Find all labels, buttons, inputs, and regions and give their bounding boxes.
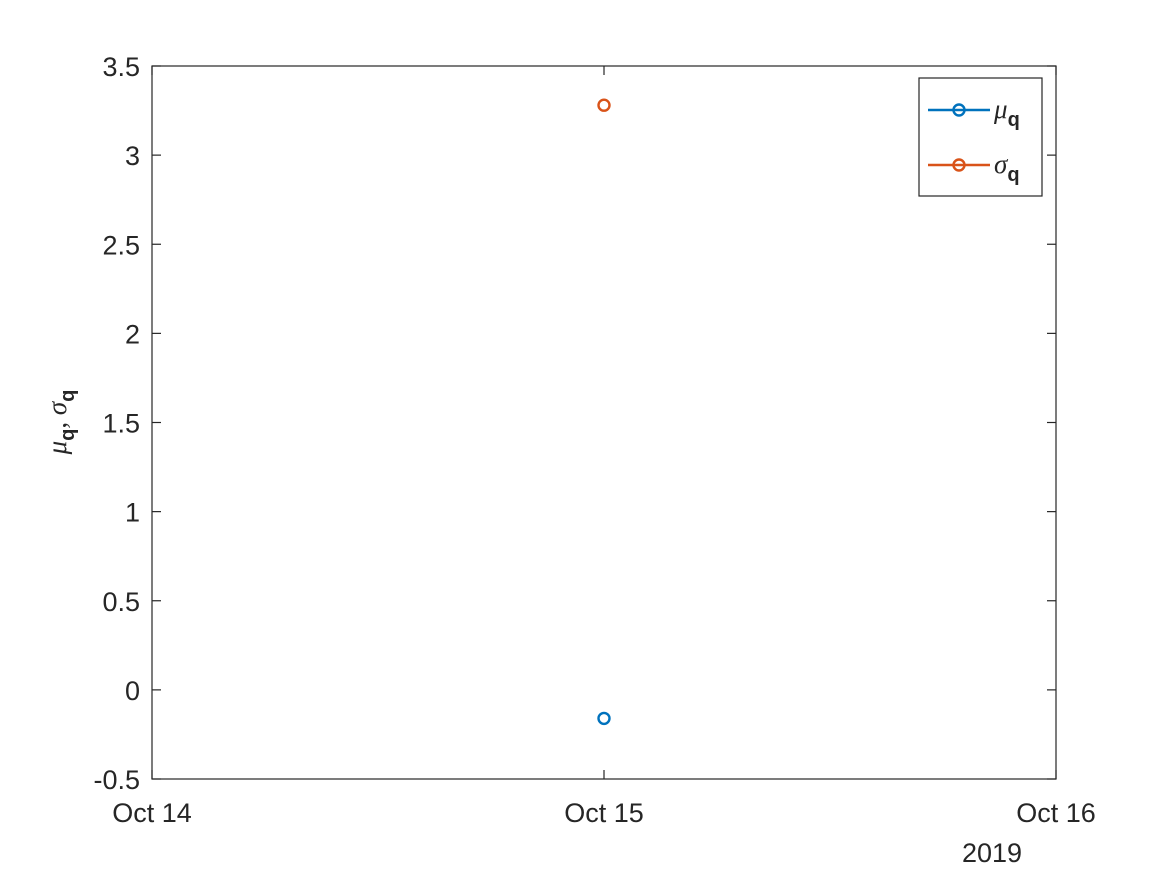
legend-marker-sigma xyxy=(952,158,966,172)
legend: μq σq xyxy=(918,77,1043,197)
legend-entry-mu: μq xyxy=(928,94,1020,131)
legend-box xyxy=(918,77,1043,197)
y-tick-label: -0.5 xyxy=(93,765,140,795)
legend-marker-mu xyxy=(952,103,966,117)
x-tick-label: Oct 14 xyxy=(112,798,192,828)
y-tick-label: 3.5 xyxy=(102,52,140,82)
y-tick-label: 1 xyxy=(125,498,140,528)
ylabel-sigma-symbol: σ xyxy=(42,400,72,415)
y-tick-label: 3 xyxy=(125,141,140,171)
y-tick-label: 1.5 xyxy=(102,409,140,439)
ylabel-separator: , xyxy=(42,415,72,429)
y-tick-label: 0 xyxy=(125,676,140,706)
legend-mu-symbol: μ xyxy=(993,94,1008,124)
x-year-label: 2019 xyxy=(962,838,1022,868)
y-tick-label: 0.5 xyxy=(102,587,140,617)
x-tick-labels: Oct 14 Oct 15 Oct 16 xyxy=(112,798,1096,828)
mu-q-point xyxy=(597,711,611,726)
legend-sigma-subscript: q xyxy=(1007,164,1019,186)
legend-mu-subscript: q xyxy=(1008,109,1020,131)
svg-text:σq: σq xyxy=(994,149,1020,186)
data-points xyxy=(597,98,611,726)
legend-entry-sigma: σq xyxy=(928,149,1020,186)
y-axis-label: μq, σq xyxy=(42,390,79,456)
ylabel-mu-subscript: q xyxy=(57,429,79,441)
y-tick-label: 2 xyxy=(125,319,140,349)
legend-sigma-symbol: σ xyxy=(994,149,1009,179)
y-tick-label: 2.5 xyxy=(102,230,140,260)
sigma-q-point xyxy=(597,98,611,112)
svg-text:μq: μq xyxy=(993,94,1020,131)
x-tick-label: Oct 16 xyxy=(1016,798,1096,828)
ylabel-mu-symbol: μ xyxy=(42,441,72,456)
axis-ticks xyxy=(151,65,1057,780)
x-tick-label: Oct 15 xyxy=(564,798,644,828)
svg-text:μq, σq: μq, σq xyxy=(42,390,79,456)
ylabel-sigma-subscript: q xyxy=(57,390,79,402)
y-tick-labels: -0.5 0 0.5 1 1.5 2 2.5 3 3.5 xyxy=(93,52,140,795)
plot-area xyxy=(151,65,1057,780)
